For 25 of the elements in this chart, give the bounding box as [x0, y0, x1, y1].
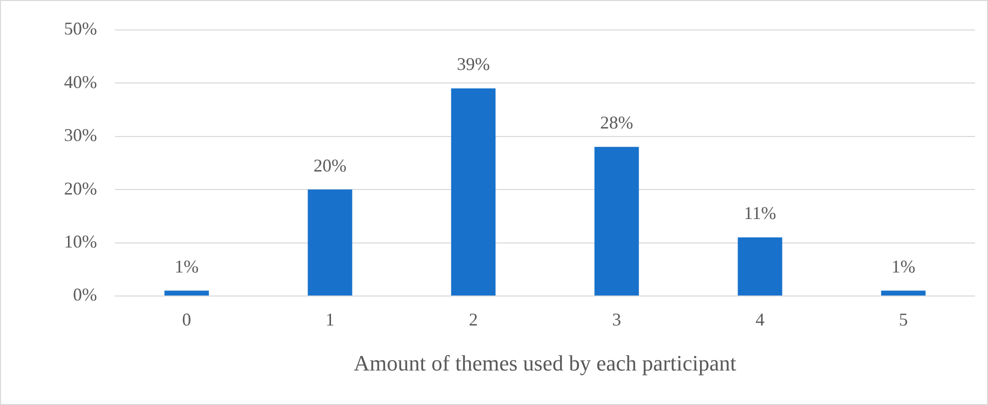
y-tick-label: 40%: [64, 72, 97, 92]
x-tick-label: 4: [756, 310, 764, 330]
data-label: 20%: [313, 155, 346, 176]
data-label: 28%: [600, 112, 634, 133]
bar: [164, 290, 209, 296]
bar: [881, 290, 926, 296]
data-label: 1%: [891, 256, 916, 276]
bar: [451, 88, 496, 296]
x-tick-label: 2: [468, 310, 478, 330]
bar: [738, 237, 782, 296]
data-label: 39%: [456, 54, 490, 74]
y-tick-label: 0%: [72, 284, 97, 305]
x-axis-title: Amount of themes used by each participant: [354, 350, 736, 376]
bar: [594, 146, 639, 296]
x-tick-label: 3: [612, 310, 622, 330]
x-tick-label: 0: [182, 310, 192, 330]
bar: [308, 190, 352, 296]
x-tick-label: 5: [898, 310, 908, 330]
y-tick-label: 50%: [64, 18, 97, 39]
data-label: 11%: [744, 203, 776, 224]
data-label: 1%: [174, 256, 199, 276]
y-tick-label: 20%: [64, 178, 97, 198]
x-tick-label: 1: [325, 310, 334, 330]
y-tick-label: 30%: [64, 125, 97, 146]
y-tick-label: 10%: [64, 231, 97, 252]
